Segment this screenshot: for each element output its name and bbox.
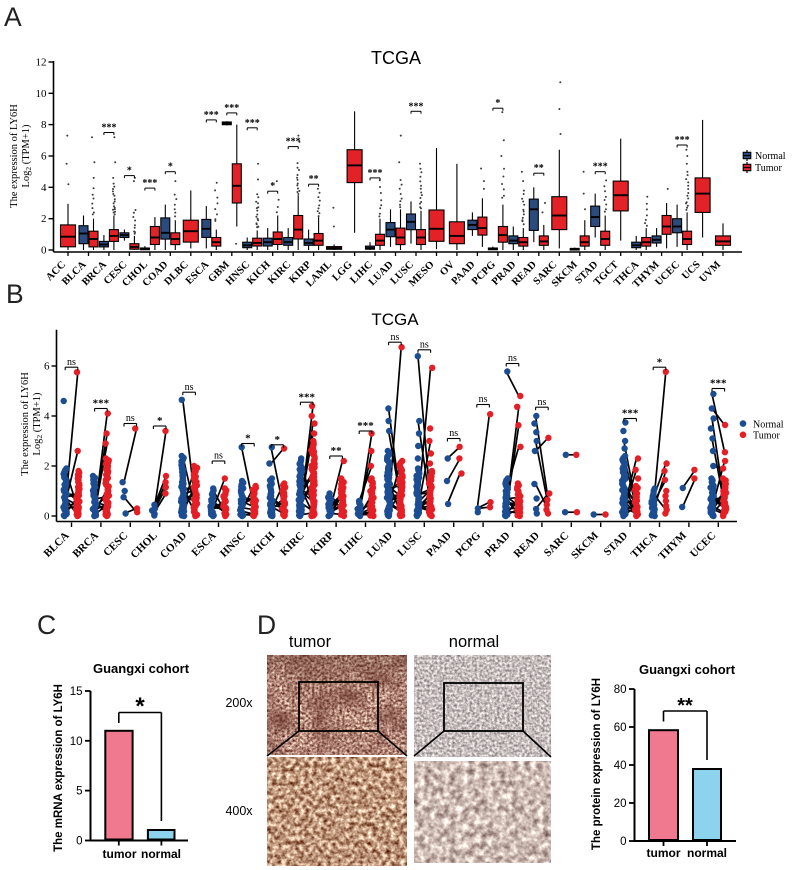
svg-text:***: *** [93,398,110,410]
svg-text:***: *** [593,162,608,173]
svg-text:**: ** [309,174,319,185]
svg-text:ns: ns [479,394,488,405]
svg-text:0: 0 [41,245,47,257]
svg-text:20: 20 [614,798,627,810]
svg-text:***: *** [298,391,315,403]
svg-text:10: 10 [70,736,83,748]
svg-text:The mRNA expression of LY6H: The mRNA expression of LY6H [53,684,65,852]
svg-text:200x: 200x [225,696,253,710]
svg-text:***: *** [286,137,301,148]
svg-text:*: * [495,98,500,109]
svg-text:ns: ns [185,382,194,393]
svg-text:*: * [135,693,145,720]
svg-text:***: *** [710,378,727,390]
svg-text:5: 5 [76,786,82,798]
svg-text:normal: normal [449,633,499,651]
svg-text:60: 60 [614,722,627,734]
svg-text:*: * [127,166,132,177]
svg-text:15: 15 [70,686,83,698]
svg-text:Tumor: Tumor [755,163,783,174]
svg-text:Guangxi cohort: Guangxi cohort [93,661,190,676]
svg-text:***: *** [224,103,239,114]
svg-text:ns: ns [449,428,458,439]
svg-text:8: 8 [41,119,47,131]
svg-text:***: *** [357,420,374,432]
svg-text:Tumor: Tumor [753,431,781,442]
svg-text:***: *** [245,118,260,129]
svg-text:80: 80 [614,684,627,696]
svg-text:ns: ns [390,332,399,343]
svg-text:D: D [257,610,276,640]
svg-text:*: * [657,356,663,368]
svg-text:0: 0 [76,836,82,848]
svg-text:***: *** [101,122,116,133]
svg-text:ns: ns [67,357,76,368]
svg-text:***: *** [142,178,157,189]
svg-text:Log2 (TPM+1): Log2 (TPM+1) [21,124,33,188]
svg-text:tumor: tumor [103,847,137,861]
svg-text:4: 4 [41,182,47,194]
svg-text:tumor: tumor [289,633,332,651]
svg-text:**: ** [534,163,544,174]
svg-text:4: 4 [44,411,50,423]
svg-text:TCGA: TCGA [371,310,419,329]
svg-text:***: *** [675,135,690,146]
svg-text:*: * [270,181,275,192]
svg-text:The protein expression of LY6H: The protein expression of LY6H [591,678,603,850]
svg-text:normal: normal [141,847,181,861]
svg-text:6: 6 [44,361,50,373]
svg-text:*: * [168,162,173,173]
svg-text:2: 2 [41,213,47,225]
svg-text:6: 6 [41,150,47,162]
svg-text:ns: ns [420,339,429,350]
svg-text:TCGA: TCGA [371,48,421,68]
svg-text:tumor: tumor [647,846,681,860]
svg-text:Guangxi cohort: Guangxi cohort [639,662,736,677]
svg-text:***: *** [204,110,219,121]
svg-text:**: ** [331,445,343,457]
svg-text:The expression of LY6H: The expression of LY6H [20,372,31,476]
svg-text:ns: ns [508,353,517,364]
svg-text:12: 12 [36,56,47,68]
svg-text:C: C [37,610,56,640]
svg-text:A: A [4,2,22,32]
svg-text:**: ** [677,695,693,717]
svg-text:***: *** [368,168,383,179]
svg-text:The expression of LY6H: The expression of LY6H [9,104,20,208]
svg-text:ns: ns [214,451,223,462]
svg-text:B: B [6,279,24,309]
svg-text:ns: ns [126,413,135,424]
svg-text:*: * [275,434,281,446]
svg-text:ns: ns [537,397,546,408]
svg-text:*: * [157,415,163,427]
svg-text:Log2 (TPM+1): Log2 (TPM+1) [32,392,44,456]
svg-text:*: * [245,433,251,445]
svg-text:10: 10 [36,88,48,100]
svg-text:***: *** [408,101,423,112]
svg-text:normal: normal [687,846,727,860]
svg-text:2: 2 [44,461,50,473]
svg-text:0: 0 [620,836,626,848]
svg-text:Normal: Normal [753,419,784,430]
svg-text:40: 40 [614,760,627,772]
svg-text:400x: 400x [225,804,253,818]
svg-text:Normal: Normal [755,151,786,162]
svg-text:0: 0 [44,511,50,523]
svg-text:***: *** [622,408,639,420]
